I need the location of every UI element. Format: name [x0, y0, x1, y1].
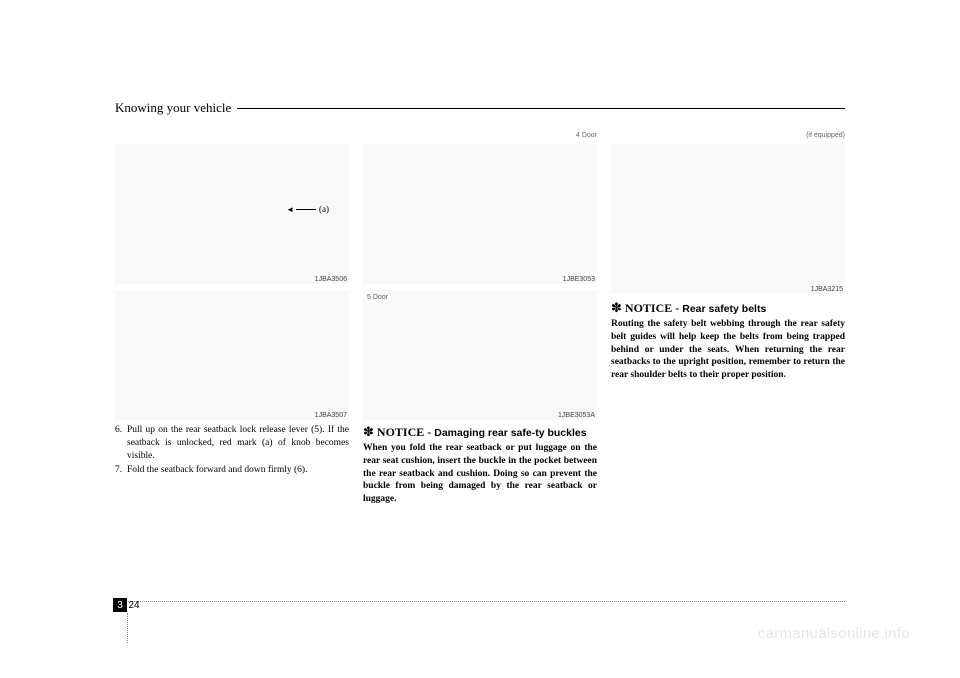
column-2: 4 Door 1JBE3053 5 Door 1JBE3053A ✽ NOTIC… [363, 144, 597, 506]
page-container: Knowing your vehicle (a) 1JBA3506 1JBA35… [115, 100, 845, 506]
column-3: (if equipped) 1JBA3215 ✽ NOTICE - Rear s… [611, 144, 845, 506]
step-7: 7. Fold the seatback forward and down fi… [115, 464, 349, 477]
notice-subtitle: Damaging rear safe-ty buckles [434, 427, 586, 439]
notice-label: NOTICE - [625, 301, 679, 315]
figure-belt-guide: 1JBA3215 [611, 144, 845, 294]
column-1: (a) 1JBA3506 1JBA3507 6. Pull up on the … [115, 144, 349, 506]
step-6: 6. Pull up on the rear seatback lock rel… [115, 424, 349, 462]
figure-id: 1JBA3506 [315, 276, 347, 283]
step-number: 6. [115, 424, 127, 462]
notice-label: NOTICE - [377, 425, 431, 439]
page-number-box: 3 24 [113, 598, 141, 612]
notice-heading: ✽ NOTICE - Damaging rear safe-ty buckles [363, 424, 597, 440]
annotation-label: (a) [319, 204, 329, 214]
step-text: Fold the seatback forward and down firml… [127, 464, 349, 477]
page-footer: 3 24 [115, 601, 845, 602]
five-door-label: 5 Door [367, 294, 388, 301]
notice-star-icon: ✽ [363, 424, 374, 439]
step-text: Pull up on the rear seatback lock releas… [127, 424, 349, 462]
notice-subtitle: Rear safety belts [682, 303, 766, 315]
step-number: 7. [115, 464, 127, 477]
annotation-a: (a) [286, 204, 329, 214]
footer-dotted-line [115, 601, 845, 602]
figure-seatback-lock: (a) 1JBA3506 [115, 144, 349, 284]
header-title: Knowing your vehicle [115, 100, 231, 116]
section-number: 3 [113, 598, 127, 612]
figure-id: 1JBA3507 [315, 412, 347, 419]
columns-container: (a) 1JBA3506 1JBA3507 6. Pull up on the … [115, 144, 845, 506]
if-equipped-label: (if equipped) [806, 132, 845, 139]
figure-id: 1JBA3215 [811, 286, 843, 293]
notice-body-text: Routing the safety belt webbing through … [611, 318, 845, 382]
notice-star-icon: ✽ [611, 300, 622, 315]
figure-4door-buckle: 1JBE3053 [363, 144, 597, 284]
watermark-text: carmanualsonline.info [758, 625, 910, 642]
notice-heading: ✽ NOTICE - Rear safety belts [611, 300, 845, 316]
figure-seatback-fold: 1JBA3507 [115, 290, 349, 420]
figure-5door-buckle: 5 Door 1JBE3053A [363, 290, 597, 420]
figure-id: 1JBE3053A [558, 412, 595, 419]
annotation-arrow-line [296, 209, 316, 210]
page-number: 24 [127, 598, 141, 612]
footer-dotted-line-vertical [127, 613, 128, 643]
figure-id: 1JBE3053 [563, 276, 595, 283]
header-rule [237, 108, 845, 109]
page-header: Knowing your vehicle [115, 100, 845, 116]
notice-body-text: When you fold the rear seatback or put l… [363, 442, 597, 506]
four-door-label: 4 Door [576, 132, 597, 139]
